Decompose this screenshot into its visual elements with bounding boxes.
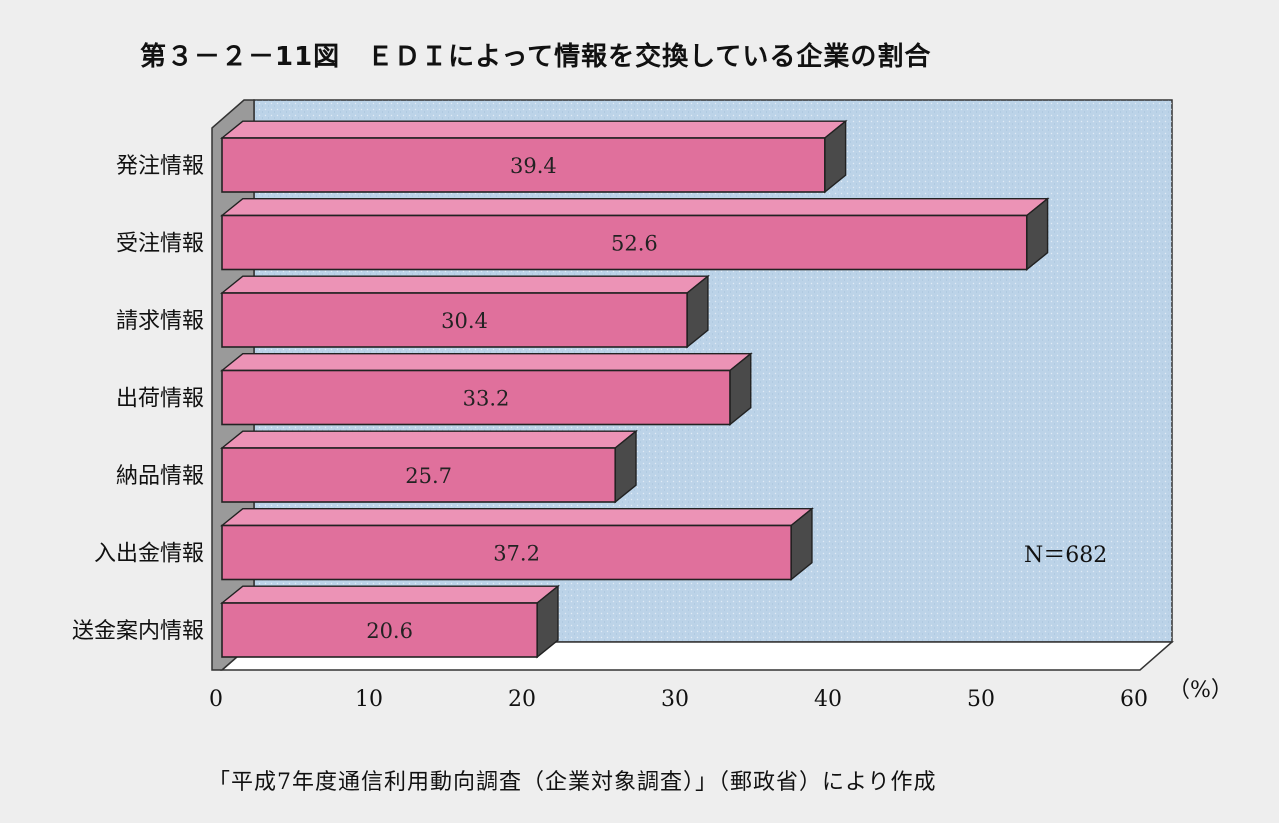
bar-value-label: 33.2 [463,387,510,411]
bars-group: 39.4 52.6 30.4 33.2 25.7 37.2 20.6 [220,119,1050,659]
bar-value-label: 37.2 [493,542,540,566]
category-label: 納品情報 [116,464,204,489]
source-note: 「平成7年度通信利用動向調査（企業対象調査）」（郵政省）により作成 [208,770,937,795]
category-label: 受注情報 [116,232,204,257]
bar-front-face [221,524,792,581]
bar-front-face [221,292,688,348]
x-tick-label: 20 [508,687,536,712]
bar-top-face [220,120,848,139]
bar-value-label: 52.6 [611,232,658,256]
x-tick-label: 60 [1120,687,1148,712]
chart-title: 第３－２－11図 ＥＤＩによって情報を交換している企業の割合 [140,42,932,72]
x-axis-ticks: 0 10 20 30 40 50 60 [209,687,1148,712]
bar-front-face [221,137,826,193]
x-tick-label: 10 [355,687,383,712]
category-label: 請求情報 [116,309,204,334]
bar-5: 25.7 [220,429,638,504]
bar-value-label: 39.4 [510,154,557,178]
x-tick-label: 30 [661,687,689,712]
bar-value-label: 20.6 [366,619,413,643]
bar-7: 20.6 [220,584,560,659]
x-tick-label: 0 [209,687,223,712]
bar-front-face [221,214,1028,271]
x-tick-label: 40 [814,687,842,712]
bar-6: 37.2 [220,507,814,581]
category-label: 発注情報 [116,154,204,179]
bar-front-face [221,447,617,503]
bar-4: 33.2 [220,352,753,426]
x-axis-unit: （%） [1168,678,1233,703]
bar-front-face [221,602,538,658]
bar-top-face [220,430,638,449]
bar-2: 52.6 [220,197,1050,271]
category-label: 入出金情報 [94,542,204,567]
bar-value-label: 25.7 [405,464,452,488]
category-label: 出荷情報 [116,387,204,412]
x-tick-label: 50 [967,687,995,712]
bar-top-face [220,275,710,294]
bar-1: 39.4 [220,119,848,194]
bar-top-face [220,197,1050,217]
bar-top-face [220,353,753,372]
bar-top-face [220,508,814,527]
bar-3: 30.4 [220,274,710,349]
bar-front-face [221,369,731,426]
sample-size-note: N＝682 [1024,543,1107,568]
category-label: 送金案内情報 [72,619,204,644]
bar-top-face [220,585,560,604]
bar-value-label: 30.4 [441,309,488,333]
